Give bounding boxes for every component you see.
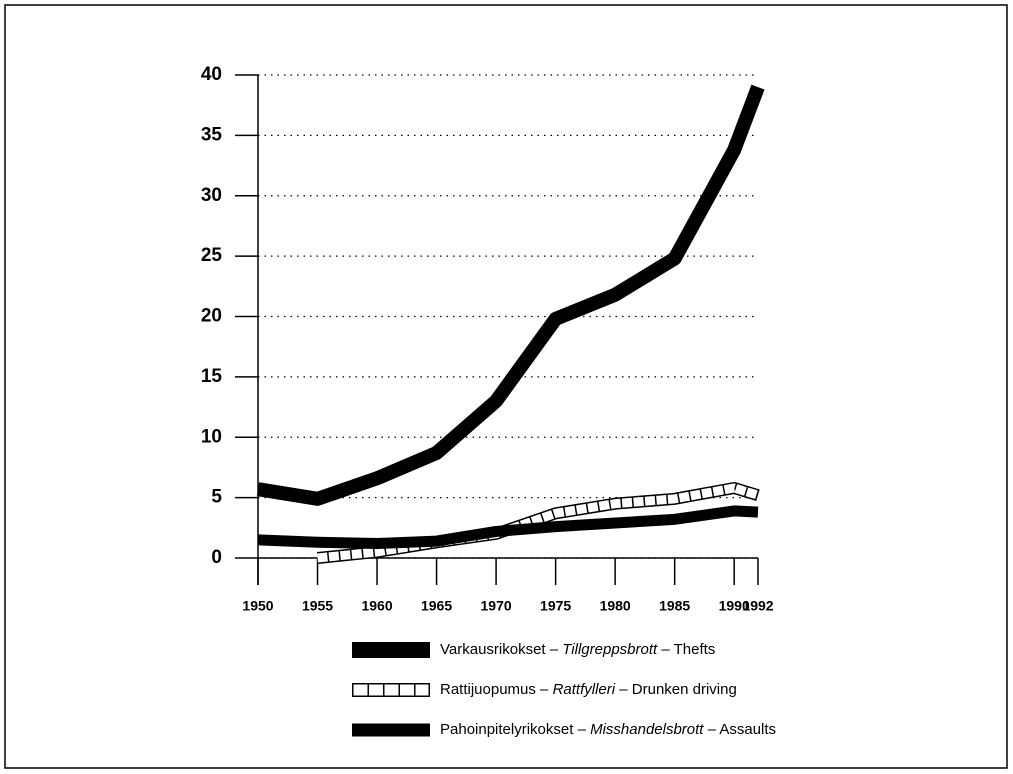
y-tick-label: 25: [201, 245, 223, 266]
legend-label: Varkausrikokset – Tillgreppsbrott – Thef…: [440, 641, 715, 658]
series-line: [256, 84, 765, 506]
frame: [4, 4, 1008, 769]
y-tick-label: 0: [211, 547, 222, 568]
x-tick-label: 1960: [361, 598, 392, 614]
y-tick-label: 15: [201, 366, 223, 387]
series-line: [257, 505, 759, 550]
y-tick-label: 20: [201, 306, 222, 327]
y-tick-label: 5: [211, 487, 222, 508]
x-tick-label: 1970: [481, 598, 512, 614]
x-tick-label: 1950: [242, 598, 273, 614]
y-tick-label: 40: [201, 64, 222, 85]
x-tick-label: 1980: [600, 598, 631, 614]
x-tick-label: 1985: [659, 598, 690, 614]
x-tick-label: 1975: [540, 598, 571, 614]
x-tick-label: 1990: [719, 598, 750, 614]
legend-label: Pahoinpitelyrikokset – Misshandelsbrott …: [440, 721, 776, 738]
x-tick-label: 1955: [302, 598, 333, 614]
y-tick-label: 35: [201, 124, 223, 145]
series-line-inner: [317, 483, 760, 563]
x-tick-label: 1965: [421, 598, 452, 614]
x-tick-label: 1992: [742, 598, 773, 614]
y-tick-label: 10: [201, 426, 222, 447]
y-tick-label: 30: [201, 185, 222, 206]
legend-label: Rattijuopumus – Rattfylleri – Drunken dr…: [440, 681, 737, 698]
